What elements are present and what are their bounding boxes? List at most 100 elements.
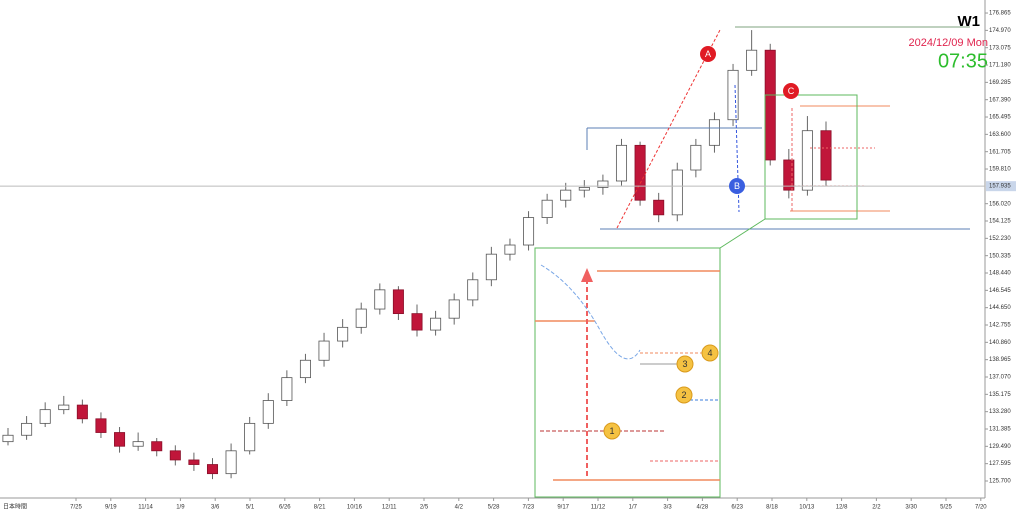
candle-body bbox=[39, 409, 51, 424]
candle-body bbox=[188, 459, 200, 465]
y-tick-label: 131.385 bbox=[989, 427, 1011, 433]
annotation-label: 4 bbox=[707, 348, 712, 358]
annotation-label: B bbox=[734, 181, 740, 191]
candle-body bbox=[114, 432, 126, 447]
candle-body bbox=[560, 189, 572, 201]
annotation-marker bbox=[729, 178, 745, 194]
time-zone-label: 日本時間 bbox=[3, 503, 27, 511]
date: 2024/12/09 Mon bbox=[908, 37, 988, 49]
y-tick-label: 140.860 bbox=[989, 340, 1011, 346]
y-tick-label: 142.755 bbox=[989, 323, 1011, 329]
x-tick-label: 9/17 bbox=[557, 505, 569, 511]
candle-body bbox=[467, 279, 479, 301]
candle-body bbox=[206, 464, 219, 475]
x-tick-label: 9/19 bbox=[105, 505, 117, 511]
y-tick-label: 174.970 bbox=[989, 28, 1011, 34]
annotation-marker bbox=[676, 355, 694, 373]
y-tick-label: 173.075 bbox=[989, 45, 1011, 51]
candle-body bbox=[578, 187, 590, 191]
candle-body bbox=[523, 217, 535, 246]
annotation-label: 3 bbox=[682, 359, 687, 369]
y-tick-label: 163.600 bbox=[989, 132, 1011, 138]
x-tick-label: 2/5 bbox=[420, 505, 429, 511]
x-tick-label: 7/23 bbox=[523, 505, 535, 511]
x-tick-label: 11/14 bbox=[138, 505, 153, 511]
y-tick-label: 148.440 bbox=[989, 271, 1011, 277]
y-tick-label: 161.705 bbox=[989, 149, 1011, 155]
y-tick-label: 133.280 bbox=[989, 409, 1011, 415]
arrow-head bbox=[581, 268, 593, 282]
candle-body bbox=[132, 441, 144, 447]
candle-body bbox=[708, 119, 720, 146]
annotation-marker bbox=[675, 386, 693, 404]
candle-body bbox=[653, 199, 665, 216]
zoom-connector bbox=[719, 218, 766, 249]
candle-body bbox=[337, 326, 349, 342]
y-tick-label: 159.810 bbox=[989, 167, 1011, 173]
x-tick-label: 3/30 bbox=[905, 505, 917, 511]
candle-body bbox=[281, 377, 293, 401]
x-tick-label: 8/21 bbox=[314, 505, 326, 511]
y-tick-label: 146.545 bbox=[989, 288, 1011, 294]
x-tick-label: 5/25 bbox=[940, 505, 952, 511]
annotation-label: C bbox=[788, 86, 795, 96]
x-tick-label: 10/13 bbox=[799, 505, 815, 511]
y-tick-label: 135.175 bbox=[989, 392, 1011, 398]
x-tick-label: 4/28 bbox=[697, 505, 709, 511]
candle-body bbox=[764, 49, 776, 161]
candle-body bbox=[151, 441, 163, 452]
y-tick-label: 137.070 bbox=[989, 375, 1011, 381]
candle-body bbox=[225, 450, 237, 475]
y-tick-label: 165.495 bbox=[989, 115, 1011, 121]
candle-body bbox=[504, 244, 516, 255]
candle-body bbox=[262, 400, 274, 424]
annotation-marker bbox=[701, 344, 719, 362]
x-tick-label: 5/1 bbox=[246, 505, 255, 511]
y-tick-label: 171.180 bbox=[989, 63, 1011, 69]
x-tick-label: 1/7 bbox=[629, 505, 638, 511]
candle-body bbox=[374, 289, 386, 310]
annotation-marker bbox=[603, 422, 621, 440]
candles bbox=[2, 30, 832, 480]
candle-body bbox=[2, 434, 14, 443]
candle-body bbox=[169, 450, 181, 461]
x-tick-label: 3/3 bbox=[663, 505, 672, 511]
y-tick-label: 169.285 bbox=[989, 80, 1011, 86]
candle-body bbox=[430, 317, 442, 331]
current-price-box bbox=[986, 181, 1016, 192]
x-tick-label: 5/28 bbox=[488, 505, 500, 511]
candle-body bbox=[448, 299, 460, 319]
candle-body bbox=[355, 308, 367, 328]
candle-body bbox=[392, 289, 404, 315]
x-tick-label: 6/23 bbox=[731, 505, 743, 511]
candle-body bbox=[95, 418, 107, 433]
y-tick-label: 150.335 bbox=[989, 253, 1011, 259]
candle-body bbox=[318, 340, 330, 361]
time: 07:35 bbox=[938, 50, 988, 72]
candle-body bbox=[485, 253, 497, 281]
candle-body bbox=[411, 313, 423, 331]
y-tick-label: 129.490 bbox=[989, 444, 1011, 450]
x-tick-label: 12/8 bbox=[836, 505, 848, 511]
x-tick-label: 3/6 bbox=[211, 505, 220, 511]
candle-body bbox=[244, 422, 256, 452]
candle-body bbox=[21, 422, 33, 436]
y-tick-label: 152.230 bbox=[989, 236, 1011, 242]
candle-body bbox=[58, 404, 70, 411]
candle-body bbox=[541, 199, 553, 218]
y-tick-label: 154.125 bbox=[989, 219, 1011, 225]
x-tick-label: 7/20 bbox=[975, 505, 987, 511]
x-tick-label: 7/25 bbox=[70, 505, 82, 511]
timeframe: W1 bbox=[958, 13, 981, 30]
candle-body bbox=[634, 144, 646, 201]
candle-body bbox=[801, 130, 813, 191]
y-tick-label: 125.700 bbox=[989, 479, 1011, 485]
inset bbox=[534, 247, 721, 498]
candle-body bbox=[727, 69, 739, 121]
zoom-box bbox=[764, 94, 858, 220]
y-tick-label: 144.650 bbox=[989, 305, 1011, 311]
x-tick-label: 11/12 bbox=[591, 505, 606, 511]
annotation-marker bbox=[783, 83, 799, 99]
